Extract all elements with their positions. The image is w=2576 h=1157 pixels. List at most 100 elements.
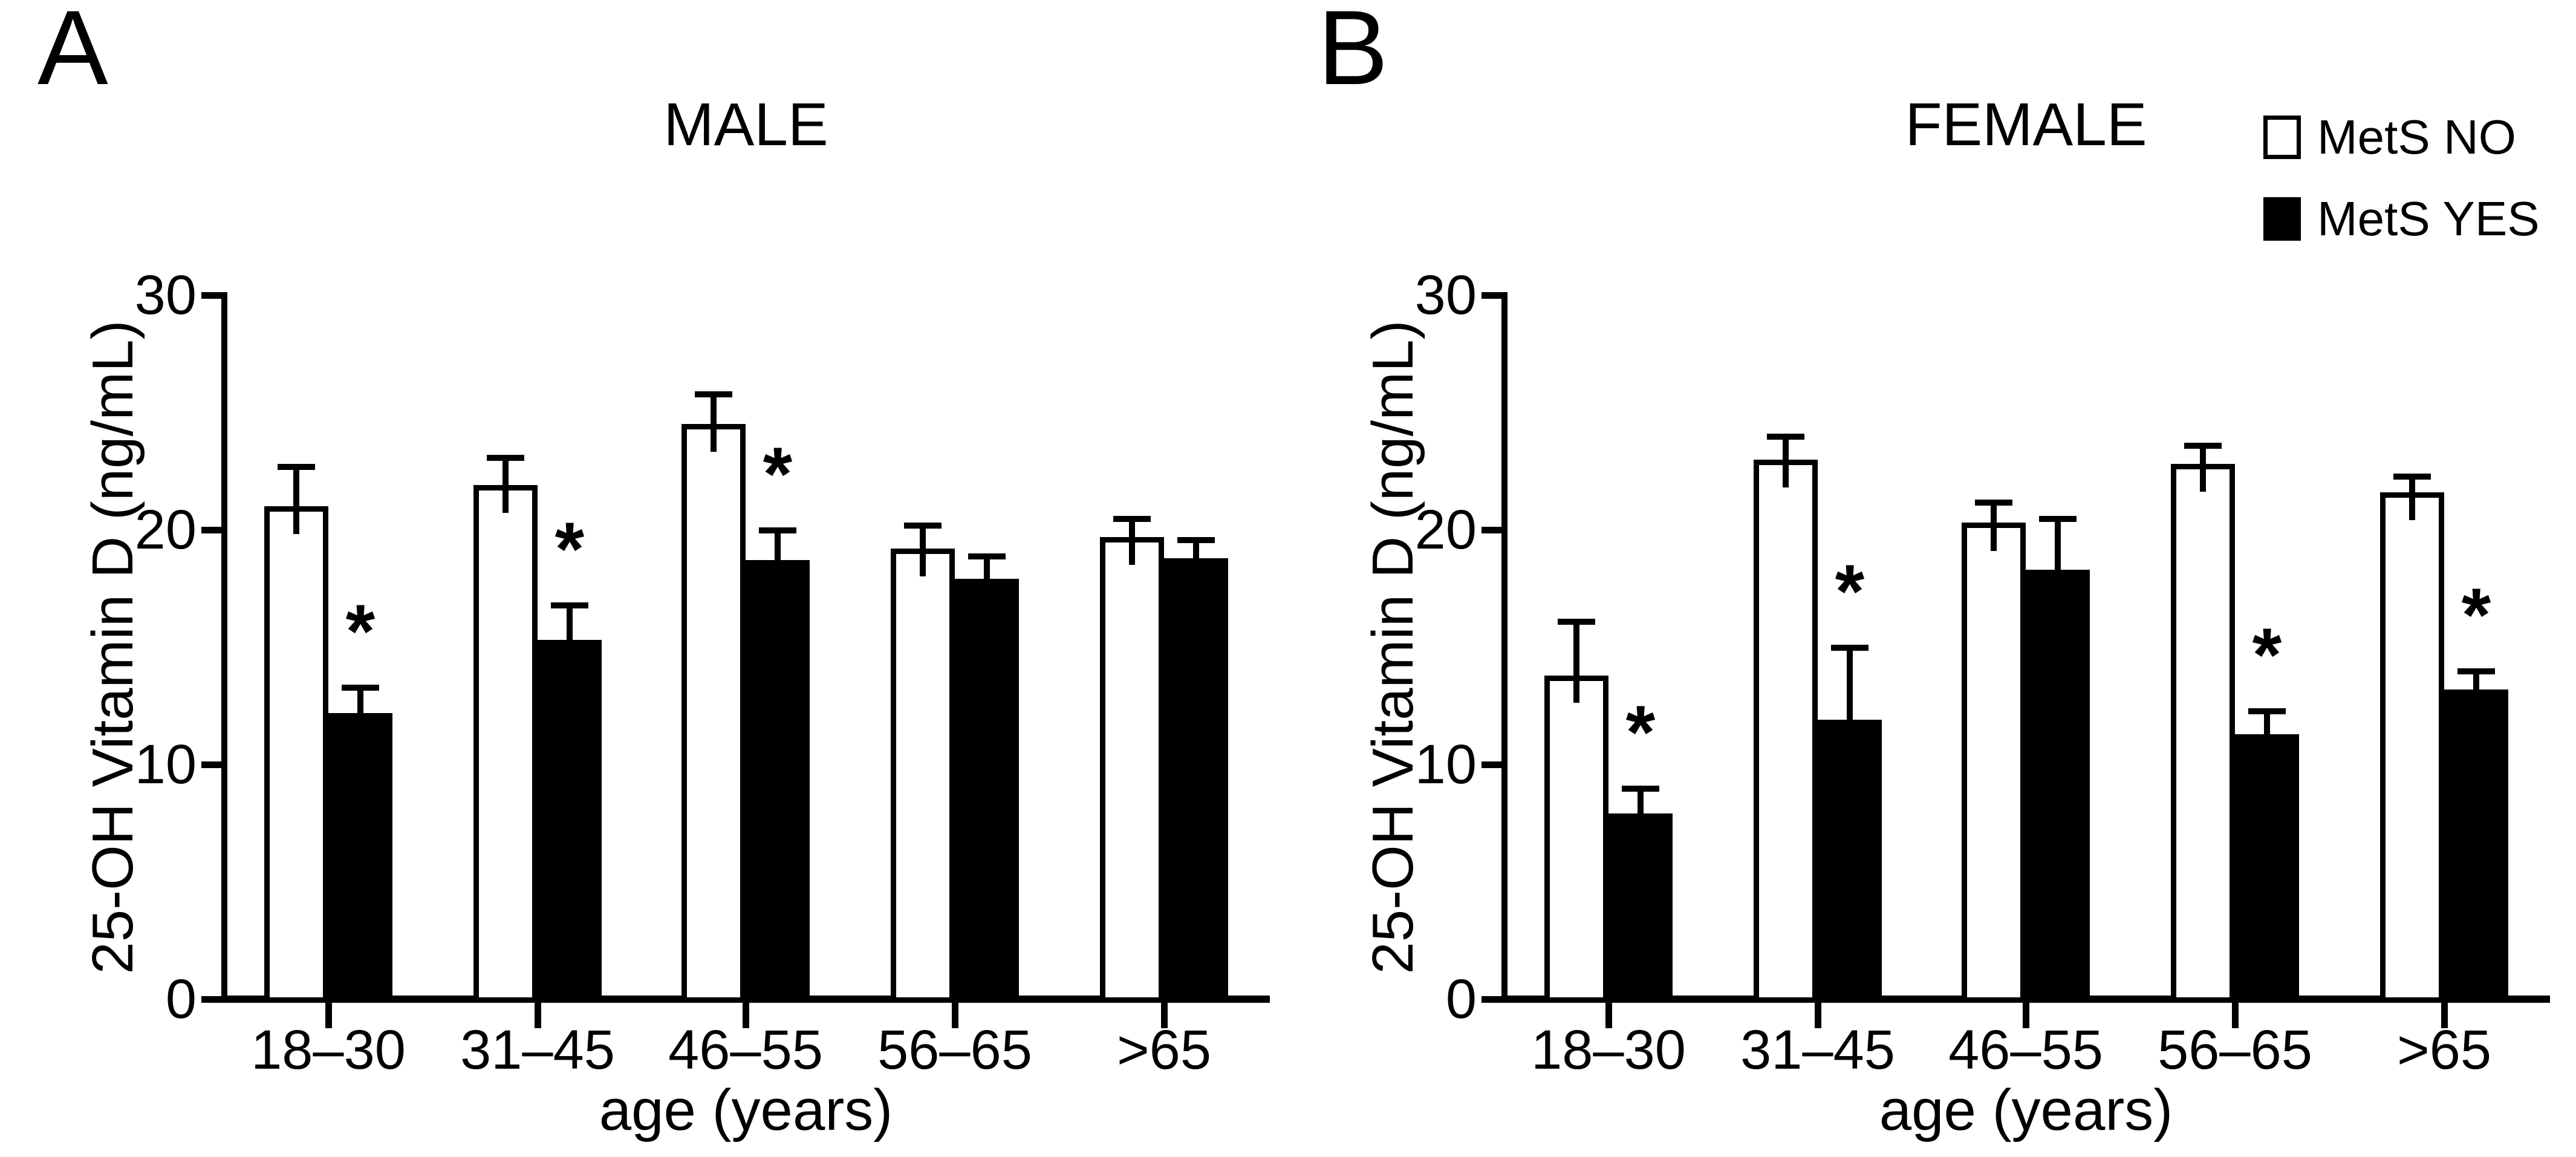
error-bar-cap: [2457, 668, 2495, 674]
error-bar-stem: [567, 602, 573, 668]
significance-star: *: [555, 507, 585, 592]
x-axis-label: age (years): [599, 1078, 893, 1142]
bar-mets-yes: [955, 579, 1019, 1003]
x-tick-label: 56–65: [2158, 1019, 2312, 1081]
y-tick-mark: [1482, 527, 1504, 533]
error-bar-cap: [551, 602, 588, 608]
bar-mets-yes: [746, 560, 810, 1003]
error-bar-cap: [1831, 645, 1869, 651]
error-bar-cap: [968, 553, 1006, 559]
error-bar-stem: [2055, 516, 2061, 598]
x-tick-mark: [952, 999, 958, 1028]
error-bar-stem: [1129, 516, 1135, 565]
legend: MetS NO MetS YES: [2263, 113, 2540, 276]
legend-swatch-mets-yes: [2263, 197, 2301, 241]
y-tick-mark: [1482, 761, 1504, 768]
bar-mets-yes: [538, 640, 602, 1003]
x-tick-label: 46–55: [668, 1019, 823, 1081]
x-tick-label: >65: [1116, 1019, 1212, 1081]
error-bar-cap: [759, 527, 796, 533]
legend-swatch-mets-no: [2263, 116, 2301, 159]
significance-star: *: [2461, 573, 2491, 657]
x-tick-label: 56–65: [877, 1019, 1032, 1081]
figure-panel-male: A MALE 25-OH Vitamin D (ng/mL) 0 10 20 30 18…: [37, 0, 1270, 1142]
bar-mets-yes: [1164, 558, 1228, 1003]
legend-label: MetS NO: [2317, 110, 2516, 164]
error-bar-stem: [1783, 434, 1789, 487]
y-tick-mark: [201, 527, 224, 533]
figure-panel-female: B FEMALE 25-OH Vitamin D (ng/mL) 0 10 20 30…: [1280, 0, 2576, 1157]
bar-mets-no: [1754, 460, 1818, 1003]
x-tick-label: 18–30: [1531, 1019, 1686, 1081]
x-tick-mark: [1161, 999, 1168, 1028]
bar-mets-yes: [2235, 734, 2299, 1003]
y-tick-label: 30: [134, 264, 197, 326]
error-bar-cap: [342, 685, 379, 691]
legend-item: MetS NO: [2263, 113, 2540, 161]
bar-mets-no: [473, 485, 538, 1003]
x-tick-mark: [743, 999, 749, 1028]
error-bar-stem: [1847, 645, 1853, 748]
bar-mets-no: [891, 549, 955, 1003]
x-tick-label: 31–45: [1740, 1019, 1895, 1081]
x-tick-mark: [2232, 999, 2239, 1028]
panel-title: MALE: [663, 91, 828, 158]
y-axis-line: [221, 292, 227, 1003]
x-tick-mark: [535, 999, 541, 1028]
y-tick-mark: [201, 292, 224, 299]
x-axis-label: age (years): [1879, 1078, 2173, 1142]
bar-mets-no: [264, 506, 328, 1003]
x-tick-label: 18–30: [251, 1019, 406, 1081]
error-bar-stem: [2409, 474, 2415, 520]
y-tick-label: 10: [134, 734, 197, 795]
error-bar-cap: [487, 455, 524, 461]
error-bar-stem: [2200, 443, 2206, 492]
panel-letter: B: [1318, 0, 1388, 107]
x-tick-mark: [2441, 999, 2448, 1028]
error-bar-cap: [2039, 516, 2077, 522]
error-bar-stem: [1573, 619, 1579, 703]
error-bar-cap: [695, 391, 732, 397]
error-bar-cap: [904, 523, 942, 529]
y-tick-mark: [201, 996, 224, 1003]
y-tick-label: 20: [134, 499, 197, 561]
y-tick-label: 10: [1414, 734, 1477, 795]
plot-area: 0 10 20 30 18–30 * 31–45 * 46–55 56–65 * >65 *: [1280, 0, 2576, 1157]
bar-mets-yes: [2444, 689, 2508, 1003]
significance-star: *: [1835, 550, 1865, 634]
y-tick-mark: [1482, 292, 1504, 299]
x-tick-label: 46–55: [1948, 1019, 2103, 1081]
plot-area: 0 10 20 30 18–30 * 31–45 * 46–55 * 56–65 >65: [134, 264, 1228, 1081]
x-tick-mark: [325, 999, 332, 1028]
significance-star: *: [2252, 613, 2282, 697]
error-bar-stem: [357, 685, 363, 741]
error-bar-cap: [1558, 619, 1595, 625]
legend-label: MetS YES: [2317, 192, 2540, 246]
panel-letter: A: [37, 0, 108, 107]
error-bar-stem: [293, 464, 299, 534]
bar-mets-yes: [328, 713, 392, 1003]
y-tick-label: 20: [1414, 499, 1477, 561]
legend-item: MetS YES: [2263, 195, 2540, 243]
error-bar-cap: [1622, 786, 1659, 792]
bar-mets-no: [2380, 492, 2444, 1003]
panel-title: FEMALE: [1905, 91, 2147, 158]
x-tick-mark: [2023, 999, 2029, 1028]
bar-mets-no: [2171, 464, 2235, 1003]
error-bar-stem: [711, 391, 717, 452]
error-bar-stem: [503, 455, 509, 513]
significance-star: *: [1625, 691, 1656, 775]
error-bar-stem: [1193, 537, 1199, 586]
error-bar-cap: [1177, 537, 1215, 543]
y-axis-line: [1501, 292, 1508, 1003]
error-bar-cap: [2184, 443, 2222, 449]
y-tick-label: 0: [165, 968, 197, 1030]
bar-mets-yes: [1608, 813, 1673, 1003]
error-bar-stem: [2473, 668, 2479, 717]
bar-mets-no: [1962, 523, 2026, 1003]
error-bar-cap: [2248, 708, 2286, 714]
error-bar-cap: [278, 464, 315, 470]
error-bar-cap: [1767, 434, 1804, 440]
error-bar-cap: [1975, 500, 2012, 506]
y-tick-mark: [1482, 996, 1504, 1003]
